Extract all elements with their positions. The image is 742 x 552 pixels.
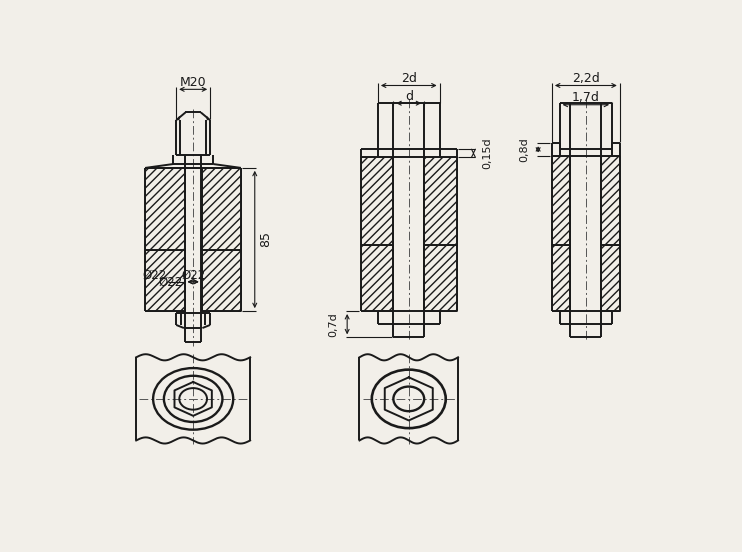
Text: 85: 85 bbox=[259, 231, 272, 247]
Text: Ø22: Ø22 bbox=[142, 268, 166, 282]
Bar bbox=[552, 245, 571, 311]
Bar bbox=[202, 168, 241, 250]
Text: d: d bbox=[405, 90, 413, 103]
Text: Ø22: Ø22 bbox=[159, 275, 183, 288]
Text: 2,2d: 2,2d bbox=[572, 72, 600, 85]
Bar bbox=[202, 250, 241, 311]
Text: 1,7d: 1,7d bbox=[572, 91, 600, 104]
Text: 0,7d: 0,7d bbox=[328, 312, 338, 337]
Bar bbox=[552, 156, 571, 245]
Bar bbox=[552, 156, 571, 245]
Bar bbox=[424, 157, 456, 245]
Bar bbox=[424, 245, 456, 311]
Bar bbox=[361, 157, 393, 245]
Text: 0,8d: 0,8d bbox=[519, 137, 529, 162]
Bar bbox=[601, 156, 620, 245]
Bar bbox=[145, 168, 185, 250]
Bar bbox=[145, 250, 185, 311]
Bar bbox=[361, 245, 393, 311]
Text: 2d: 2d bbox=[401, 72, 417, 85]
Bar bbox=[202, 168, 241, 250]
Bar bbox=[145, 168, 185, 250]
Bar bbox=[145, 250, 185, 311]
Bar bbox=[601, 245, 620, 311]
Bar bbox=[601, 156, 620, 245]
Text: Ø22: Ø22 bbox=[181, 268, 206, 282]
Text: M20: M20 bbox=[180, 76, 206, 89]
Bar bbox=[361, 245, 393, 311]
Text: 0,15d: 0,15d bbox=[482, 137, 492, 169]
Bar bbox=[601, 245, 620, 311]
Bar bbox=[424, 245, 456, 311]
Bar bbox=[202, 250, 241, 311]
Bar bbox=[424, 157, 456, 245]
Bar bbox=[361, 157, 393, 245]
Bar bbox=[552, 245, 571, 311]
